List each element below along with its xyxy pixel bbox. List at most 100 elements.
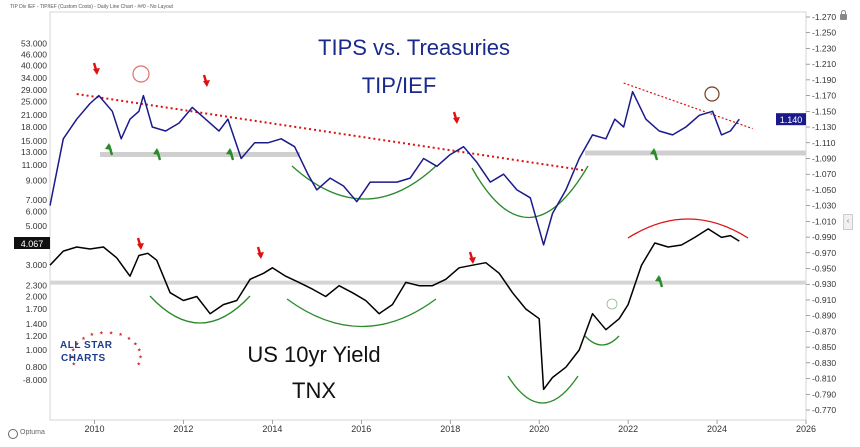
current-value-label: 1.140 bbox=[780, 115, 803, 125]
right-tick-label: -0.890 bbox=[812, 311, 836, 321]
highlight-circle bbox=[132, 65, 150, 83]
current-value-badge bbox=[776, 113, 806, 126]
green-up-arrow bbox=[105, 143, 112, 150]
right-tick-label: -1.250 bbox=[812, 28, 836, 38]
right-tick-label: -1.210 bbox=[812, 59, 836, 69]
annotations bbox=[50, 62, 806, 404]
series-lines bbox=[49, 90, 740, 391]
right-tick-label: -0.830 bbox=[812, 358, 836, 368]
red-down-arrow bbox=[453, 117, 460, 124]
chart-subtitle: TNX bbox=[292, 378, 336, 403]
right-tick-label: -0.810 bbox=[812, 374, 836, 384]
left-tick-label: 34.000 bbox=[21, 73, 47, 83]
left-tick-label: 7.000 bbox=[26, 195, 48, 205]
chart-header-caption: TIP Div IEF - TIP/IEF (Custom Costs) - D… bbox=[10, 4, 173, 10]
highlight-circle bbox=[704, 86, 720, 102]
logo-star: ★ bbox=[70, 355, 75, 361]
right-tick-label: -0.790 bbox=[812, 389, 836, 399]
left-tick-label: 5.000 bbox=[26, 221, 48, 231]
right-tick-label: -1.130 bbox=[812, 122, 836, 132]
right-tick-label: -0.930 bbox=[812, 279, 836, 289]
logo-star: ★ bbox=[109, 330, 114, 336]
current-value-label: 4.067 bbox=[21, 239, 44, 249]
right-tick-label: -1.070 bbox=[812, 169, 836, 179]
logo-star: ★ bbox=[133, 341, 138, 347]
right-tick-label: -1.150 bbox=[812, 106, 836, 116]
right-tick-label: -0.990 bbox=[812, 232, 836, 242]
x-tick-label: 2014 bbox=[262, 424, 282, 434]
right-tick-label: -1.270 bbox=[812, 12, 836, 22]
highlight-circle bbox=[606, 298, 618, 310]
green-up-arrow bbox=[655, 275, 662, 282]
optuma-logo-icon bbox=[8, 429, 18, 439]
x-tick-label: 2018 bbox=[440, 424, 460, 434]
left-tick-label: 0.800 bbox=[26, 362, 48, 372]
red-down-arrow bbox=[203, 80, 210, 87]
red-down-arrow bbox=[93, 68, 100, 75]
right-tick-label: -0.970 bbox=[812, 248, 836, 258]
green-up-arrow bbox=[153, 148, 160, 155]
current-value-badge bbox=[14, 237, 50, 249]
rounding-arc bbox=[291, 165, 437, 200]
logo-star: ★ bbox=[127, 336, 132, 342]
rounding-arc bbox=[286, 298, 437, 328]
descending-trendline bbox=[76, 93, 584, 172]
x-tick-label: 2020 bbox=[529, 424, 549, 434]
rounding-arc bbox=[471, 165, 589, 219]
left-tick-label: 40.000 bbox=[21, 60, 47, 70]
logo-star: ★ bbox=[81, 336, 86, 342]
left-tick-label: 18.000 bbox=[21, 122, 47, 132]
logo-star: ★ bbox=[137, 361, 142, 367]
right-tick-label: -1.050 bbox=[812, 185, 836, 195]
chart-title: US 10yr Yield bbox=[247, 342, 380, 367]
right-tick-label: -0.910 bbox=[812, 295, 836, 305]
left-tick-label: 3.000 bbox=[26, 260, 48, 270]
collapse-panel-icon[interactable]: ‹ bbox=[843, 214, 853, 230]
logo-line2: CHARTS bbox=[61, 353, 106, 364]
x-tick-label: 2024 bbox=[707, 424, 727, 434]
left-tick-label: 2.000 bbox=[26, 292, 48, 302]
footer-brand: Optuma bbox=[20, 429, 45, 436]
left-tick-label: 1.700 bbox=[26, 304, 48, 314]
chart-subtitle: TIP/IEF bbox=[362, 73, 437, 98]
chart-title: TIPS vs. Treasuries bbox=[318, 35, 510, 60]
right-tick-label: -1.230 bbox=[812, 43, 836, 53]
left-tick-label: 21.000 bbox=[21, 110, 47, 120]
left-tick-label: 46.000 bbox=[21, 49, 47, 59]
right-tick-label: -1.170 bbox=[812, 91, 836, 101]
left-tick-label: 6.000 bbox=[26, 207, 48, 217]
logo-star: ★ bbox=[90, 332, 95, 338]
left-tick-label: 1.400 bbox=[26, 319, 48, 329]
left-tick-label: 15.000 bbox=[21, 136, 47, 146]
plot-frame bbox=[49, 11, 807, 421]
logo-star: ★ bbox=[137, 348, 142, 354]
tip-ief-series-line bbox=[49, 90, 740, 246]
left-tick-label: 9.000 bbox=[26, 175, 48, 185]
logo-star: ★ bbox=[75, 341, 80, 347]
x-tick-label: 2026 bbox=[796, 424, 816, 434]
right-tick-label: -0.850 bbox=[812, 342, 836, 352]
right-tick-label: -0.950 bbox=[812, 264, 836, 274]
logo-star: ★ bbox=[99, 330, 104, 336]
all-star-charts-logo: ★★★★★★★★★★★★★★ bbox=[70, 330, 143, 367]
logo-star: ★ bbox=[138, 355, 143, 361]
x-tick-label: 2010 bbox=[84, 424, 104, 434]
tnx-series-line bbox=[49, 228, 740, 391]
left-tick-label: -8.000 bbox=[23, 375, 47, 385]
logo-star: ★ bbox=[118, 332, 123, 338]
right-tick-label: -1.110 bbox=[812, 138, 836, 148]
x-tick-label: 2012 bbox=[173, 424, 193, 434]
right-tick-label: -1.190 bbox=[812, 75, 836, 85]
left-tick-label: 25.000 bbox=[21, 97, 47, 107]
left-tick-label: 2.300 bbox=[26, 281, 48, 291]
right-tick-label: -1.090 bbox=[812, 153, 836, 163]
descending-trendline bbox=[623, 82, 753, 130]
logo-line1: ALL STAR bbox=[60, 340, 113, 351]
logo-star: ★ bbox=[71, 348, 76, 354]
right-tick-label: -1.030 bbox=[812, 201, 836, 211]
lock-icon[interactable] bbox=[840, 10, 847, 20]
left-tick-label: 29.000 bbox=[21, 85, 47, 95]
rounding-arc bbox=[507, 375, 579, 404]
left-tick-label: 13.000 bbox=[21, 147, 47, 157]
